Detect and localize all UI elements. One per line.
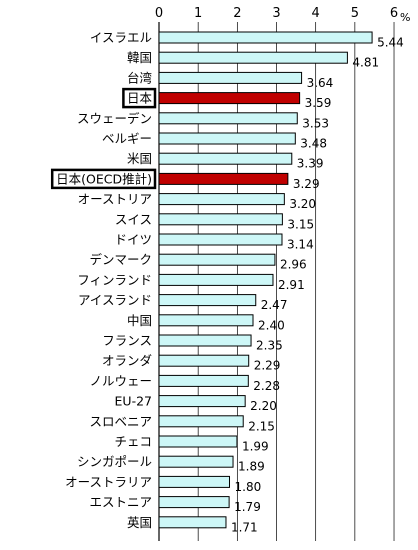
category-label: 英国	[127, 515, 152, 530]
value-label: 2.91	[278, 278, 305, 292]
category-label: シンガポール	[77, 454, 152, 469]
bar-22	[158, 475, 231, 488]
category-label: オランダ	[102, 353, 152, 368]
value-labels: 5.44 4.81 3.64 3.59 3.53 3.48 3.39 3.29 3.20 3.15…	[231, 36, 404, 535]
category-label: オーストリア	[78, 192, 152, 207]
category-label: スウェーデン	[77, 111, 152, 126]
category-label: フランス	[102, 333, 152, 348]
category-label: 日本(OECD推計)	[56, 171, 152, 186]
value-label: 5.44	[377, 36, 404, 50]
bar-16	[158, 354, 250, 367]
category-label: ベルギー	[102, 131, 152, 146]
category-label: ノルウェー	[89, 373, 152, 388]
x-tick-label: 4	[312, 6, 320, 21]
bar-23	[158, 496, 230, 509]
value-label: 1.71	[231, 520, 258, 534]
bar-7	[158, 172, 289, 185]
value-label: 2.35	[256, 339, 283, 353]
category-label: チェコ	[114, 434, 152, 449]
category-label: 中国	[127, 313, 152, 328]
category-label: 台湾	[127, 70, 152, 85]
bar-10	[158, 233, 283, 246]
category-label: フィンランド	[77, 272, 152, 287]
bar-21	[158, 455, 234, 468]
x-tick-label: 1	[194, 6, 202, 21]
category-label: ドイツ	[114, 232, 152, 247]
bar-20	[158, 435, 238, 448]
x-tick-label: 6	[390, 6, 398, 21]
category-label: EU-27	[115, 394, 152, 409]
x-axis-ticks: 0 1 2 3 4 5 6	[155, 6, 398, 21]
bar-24	[158, 516, 227, 529]
bar-6	[158, 152, 293, 165]
bar-2	[158, 71, 303, 84]
value-label: 3.64	[307, 76, 334, 90]
category-label: エストニア	[89, 495, 152, 510]
value-label: 1.99	[242, 440, 269, 454]
bar-4	[158, 112, 298, 125]
gridlines	[158, 22, 395, 541]
category-label: スロベニア	[89, 414, 152, 429]
bar-0	[158, 31, 373, 44]
value-label: 1.89	[238, 460, 265, 474]
value-label: 3.48	[300, 137, 327, 151]
x-tick-label: 3	[272, 6, 280, 21]
bar-5	[158, 132, 296, 145]
value-label: 3.59	[305, 96, 332, 110]
value-label: 2.96	[280, 258, 307, 272]
category-label: 日本	[127, 91, 153, 106]
bar-14	[158, 314, 254, 327]
bar-19	[158, 415, 244, 428]
bar-3	[158, 92, 301, 105]
value-label: 2.40	[258, 318, 285, 332]
bar-9	[158, 213, 283, 226]
value-label: 1.79	[234, 500, 261, 514]
bar-15	[158, 334, 252, 347]
value-label: 4.81	[352, 56, 379, 70]
category-label: イスラエル	[90, 30, 152, 45]
bar-17	[158, 374, 249, 387]
category-label: アイスランド	[78, 293, 152, 308]
x-tick-label: 5	[351, 6, 359, 21]
category-label: デンマーク	[89, 252, 152, 267]
value-label: 3.53	[302, 116, 329, 130]
bar-13	[158, 294, 257, 307]
x-tick-label: 0	[155, 6, 163, 21]
value-label: 3.20	[289, 197, 316, 211]
value-label: 3.39	[297, 157, 324, 171]
category-label: スイス	[115, 212, 152, 227]
category-label: 韓国	[127, 50, 152, 65]
bar-8	[158, 193, 285, 206]
x-tick-label: 2	[233, 6, 241, 21]
highlight-box	[50, 168, 157, 190]
value-label: 1.80	[235, 480, 262, 494]
category-label: 米国	[127, 151, 152, 166]
bar-12	[158, 273, 274, 286]
value-label: 2.20	[250, 399, 277, 413]
category-label: オーストラリア	[65, 474, 152, 489]
value-label: 3.29	[293, 177, 320, 191]
value-label: 2.15	[248, 419, 275, 433]
unit-label: %	[400, 11, 410, 24]
value-label: 2.28	[253, 379, 280, 393]
value-label: 3.15	[287, 217, 314, 231]
value-label: 2.47	[261, 298, 288, 312]
bar-18	[158, 395, 246, 408]
bar-1	[158, 51, 348, 64]
value-label: 2.29	[254, 359, 281, 373]
bar-11	[158, 253, 276, 266]
value-label: 3.14	[287, 238, 314, 252]
highlight-box	[122, 87, 157, 109]
bars	[158, 31, 373, 529]
